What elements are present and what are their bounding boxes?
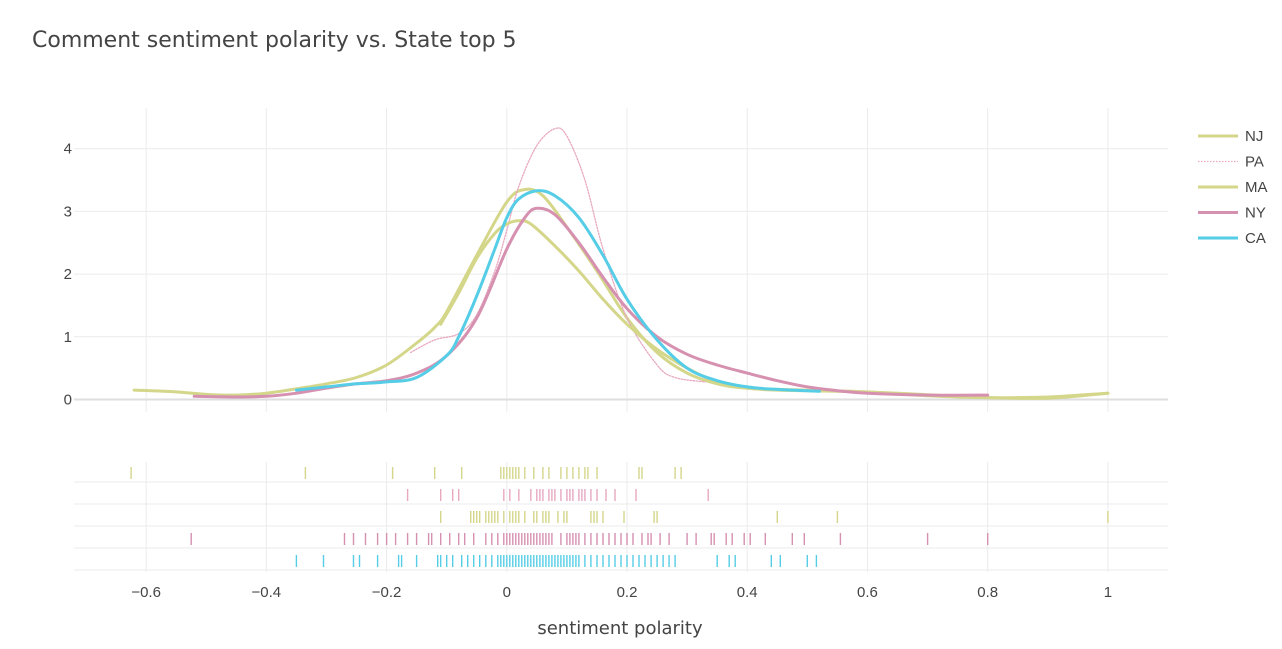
density-curve-ca [294,189,821,393]
rug-gridlines [74,462,1168,572]
x-tick-label: 0.2 [617,584,638,601]
legend-item-ny[interactable]: NY [1198,205,1266,222]
density-curves [132,127,1110,400]
y-tick-label: 1 [64,329,72,346]
x-tick-label: 0.4 [737,584,758,601]
legend[interactable]: NJ PA MA NY CA [1198,128,1268,247]
y-tick-label: 4 [64,141,72,158]
legend-item-nj[interactable]: NJ [1198,128,1263,145]
density-curve-pa [409,127,706,383]
y-tick-label: 0 [64,391,72,408]
y-axis-ticks: 0 1 2 3 4 [64,141,72,409]
legend-label: NY [1245,205,1266,222]
legend-item-ma[interactable]: MA [1198,179,1268,196]
legend-item-pa[interactable]: PA [1198,154,1264,171]
x-tick-label: −0.4 [252,584,282,601]
legend-label: CA [1245,230,1266,247]
x-tick-label: −0.2 [372,584,402,601]
x-tick-label: 0 [503,584,511,601]
legend-label: MA [1245,179,1268,196]
x-tick-label: −0.6 [131,584,161,601]
x-tick-label: 0.8 [977,584,998,601]
x-tick-label: 0.6 [857,584,878,601]
y-tick-label: 2 [64,266,72,283]
gridlines [74,108,1168,412]
density-curve-nj [132,187,1110,400]
x-tick-label: 1 [1104,584,1112,601]
legend-item-ca[interactable]: CA [1198,230,1266,247]
x-axis-label: sentiment polarity [537,618,703,639]
chart-title: Comment sentiment polarity vs. State top… [32,28,517,53]
y-tick-label: 3 [64,203,72,220]
legend-label: NJ [1245,128,1263,145]
x-axis-ticks: −0.6 −0.4 −0.2 0 0.2 0.4 0.6 0.8 1 [131,584,1112,601]
legend-label: PA [1245,154,1264,171]
rug-plot [130,467,1109,567]
density-curve-ma [439,219,1110,400]
